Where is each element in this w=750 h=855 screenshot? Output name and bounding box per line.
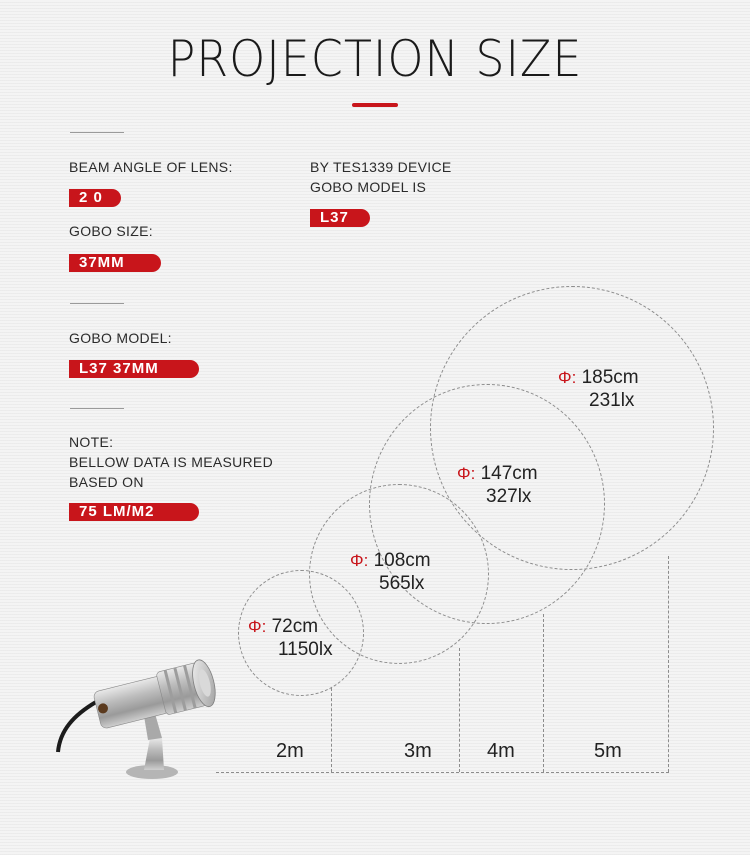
tes-device-label: BY TES1339 DEVICE: [310, 159, 452, 175]
page-title: PROJECTION SIZE: [167, 30, 583, 88]
distance-label-5m: 5m: [594, 740, 622, 762]
projection-label-4m: Φ: 147cm 327lx: [457, 462, 538, 508]
separator-line: [70, 408, 124, 409]
projection-diameter: 108cm: [373, 550, 431, 571]
gobo-size-badge: 37MM: [69, 254, 161, 272]
distance-marker-line: [543, 614, 544, 772]
beam-angle-label: BEAM ANGLE OF LENS:: [69, 159, 233, 175]
projection-diameter: 147cm: [480, 463, 538, 484]
projection-diameter: 185cm: [581, 367, 639, 388]
projection-lux: 1150lx: [278, 639, 333, 660]
note-value-badge: 75 LM/M2: [69, 503, 199, 521]
projector-lamp-icon: [52, 620, 232, 795]
note-text-line: BELLOW DATA IS MEASURED: [69, 454, 273, 470]
projection-circle-2m: [238, 570, 364, 696]
gobo-model-is-label: GOBO MODEL IS: [310, 179, 427, 195]
distance-marker-line: [668, 556, 669, 772]
distance-label-2m: 2m: [276, 740, 304, 762]
gobo-model-badge: L37 37MM: [69, 360, 199, 378]
separator-line: [70, 132, 124, 133]
distance-marker-line: [459, 648, 460, 772]
projection-lux: 231lx: [589, 390, 635, 411]
title-underline: [352, 103, 398, 107]
projection-label-3m: Φ: 108cm 565lx: [350, 549, 431, 595]
distance-baseline: [216, 772, 669, 773]
phi-symbol: Φ:: [558, 368, 577, 387]
separator-line: [70, 303, 124, 304]
phi-symbol: Φ:: [350, 551, 369, 570]
distance-label-4m: 4m: [487, 740, 515, 762]
projection-label-5m: Φ: 185cm 231lx: [558, 366, 639, 412]
note-label: NOTE:: [69, 434, 114, 450]
projection-label-2m: Φ: 72cm 1150lx: [248, 615, 333, 661]
gobo-model-label: GOBO MODEL:: [69, 330, 172, 346]
distance-marker-line: [331, 688, 332, 772]
projection-lux: 327lx: [486, 486, 532, 507]
tes-gobo-badge: L37: [310, 209, 370, 227]
beam-angle-badge: 2 0: [69, 189, 121, 207]
phi-symbol: Φ:: [457, 464, 476, 483]
gobo-size-label: GOBO SIZE:: [69, 223, 153, 239]
projection-diameter: 72cm: [271, 616, 319, 637]
distance-label-3m: 3m: [404, 740, 432, 762]
note-text-line: BASED ON: [69, 474, 144, 490]
projection-lux: 565lx: [379, 573, 425, 594]
phi-symbol: Φ:: [248, 617, 267, 636]
